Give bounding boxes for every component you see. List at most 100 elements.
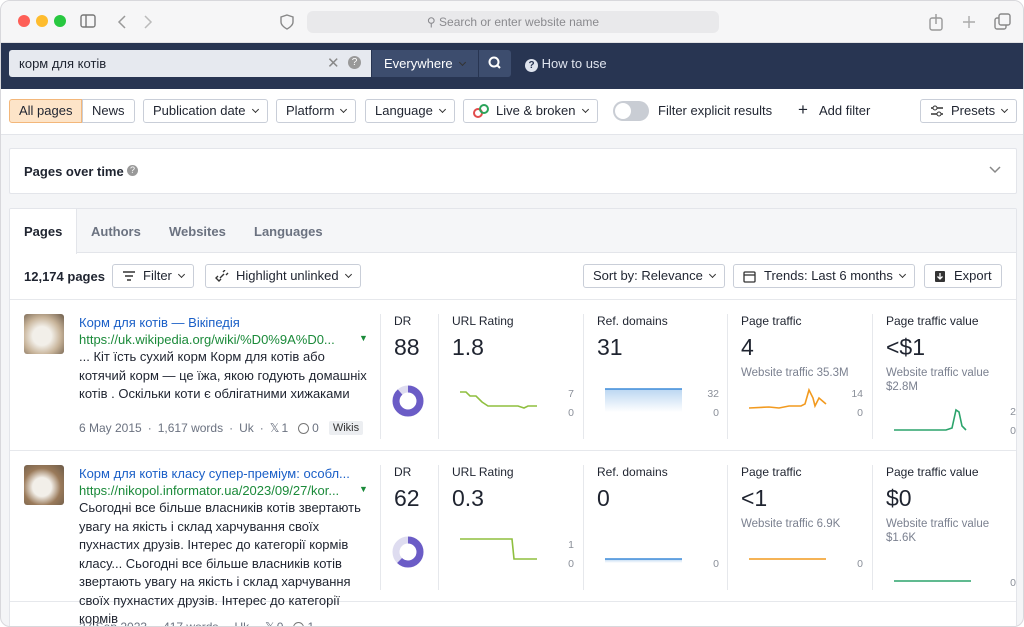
- sep: ·: [259, 421, 264, 435]
- results-card: Pages Authors Websites Languages 12,174 …: [9, 208, 1017, 627]
- export-button[interactable]: Export: [924, 264, 1002, 288]
- traffic-value-value: $0: [886, 485, 912, 511]
- dropdown-label: Publication date: [153, 103, 246, 118]
- page-traffic-value: <1: [741, 485, 768, 511]
- highlight-button[interactable]: Highlight unlinked: [205, 264, 361, 288]
- url-menu: ▼: [359, 484, 368, 494]
- url-rating-value: 1.8: [452, 334, 484, 360]
- metric-label: Page traffic: [741, 314, 802, 328]
- column-divider: [380, 465, 381, 590]
- language: Uk: [239, 421, 254, 435]
- language: Uk: [234, 620, 250, 627]
- how-to-use[interactable]: ? How to use: [525, 56, 607, 72]
- zoom-button[interactable]: [54, 15, 66, 27]
- filter-button[interactable]: Filter: [112, 264, 194, 288]
- traffic-value-value: <$1: [886, 334, 926, 360]
- axis-label: 0: [568, 407, 574, 419]
- ref-domains-value: 0: [597, 485, 610, 511]
- result-url[interactable]: https://nikopol.informator.ua/2023/09/27…: [79, 483, 340, 498]
- tab-bar: [10, 209, 1016, 253]
- x-icon: 𝕏: [265, 620, 275, 627]
- result-title[interactable]: Корм для котів класу супер-преміум: особ…: [79, 466, 350, 481]
- pinterest-count: 0: [312, 421, 319, 435]
- pinterest-icon: [293, 621, 305, 626]
- word-count: 1,617 words: [157, 421, 224, 435]
- axis-label: 2: [1010, 406, 1016, 418]
- date: 6 May 2015: [79, 421, 142, 435]
- sep: ·: [153, 620, 158, 627]
- axis-label: 0: [857, 558, 863, 570]
- column-divider: [438, 314, 439, 439]
- help-icon: ?: [127, 165, 138, 176]
- platform-dropdown[interactable]: Platform: [276, 99, 357, 123]
- result-url[interactable]: https://uk.wikipedia.org/wiki/%D0%9A%D0.…: [79, 332, 335, 347]
- metric-label: Page traffic value: [886, 465, 979, 479]
- axis-label: 14: [851, 388, 863, 400]
- help-icon[interactable]: ?: [348, 56, 361, 69]
- button-label: Filter: [143, 268, 172, 283]
- axis-label: 0: [1010, 425, 1016, 437]
- sparkline: [894, 580, 971, 582]
- search-input[interactable]: корм для котів ✕ ?: [9, 50, 371, 77]
- axis-label: 0: [713, 407, 719, 419]
- scope-dropdown[interactable]: Everywhere: [372, 50, 478, 77]
- pinterest-count: 1: [307, 620, 315, 627]
- clear-icon[interactable]: ✕: [327, 55, 340, 72]
- publication-date-dropdown[interactable]: Publication date: [143, 99, 268, 123]
- axis-label: 0: [568, 558, 574, 570]
- column-divider: [872, 465, 873, 590]
- website-traffic-value: Website traffic value $1.6K: [886, 518, 990, 544]
- button-label: Highlight unlinked: [236, 268, 339, 283]
- x-count: 0: [276, 620, 284, 627]
- metric-label: DR: [394, 465, 412, 479]
- axis-label: 7: [568, 388, 574, 400]
- donut-arc: [392, 385, 424, 417]
- language-dropdown[interactable]: Language: [365, 99, 455, 123]
- all-pages-tab[interactable]: All pages: [9, 99, 83, 123]
- search-button[interactable]: [479, 50, 511, 77]
- nav-icons[interactable]: [79, 13, 169, 31]
- tab[interactable]: Websites: [169, 224, 226, 239]
- metric-label: Ref. domains: [597, 314, 668, 328]
- sparkline: [749, 558, 826, 560]
- column-divider: [872, 314, 873, 439]
- pages-over-time-card[interactable]: Pages over time ?: [9, 148, 1017, 194]
- dropdown-label: Language: [375, 103, 433, 118]
- result-meta: 6 May 2015 · 1,617 words · Uk · 𝕏 1 0 Wikis: [79, 421, 364, 435]
- sort-dropdown[interactable]: Sort by: Relevance: [583, 264, 725, 288]
- close-button[interactable]: [18, 15, 30, 27]
- presets-dropdown[interactable]: Presets: [920, 99, 1018, 123]
- sparkline: [460, 538, 537, 560]
- trends-dropdown[interactable]: Trends: Last 6 months: [733, 264, 915, 288]
- filter-row: All pages News Publication date Platform…: [1, 89, 1023, 135]
- explicit-toggle[interactable]: [613, 101, 649, 121]
- tab-label: All pages: [19, 103, 73, 118]
- presets-label: Presets: [951, 103, 996, 118]
- snippet: Сьогодні все більше власників котів звер…: [79, 500, 361, 626]
- column-divider: [727, 465, 728, 590]
- expand-icon[interactable]: [988, 165, 1002, 175]
- browser-actions[interactable]: [927, 12, 1017, 32]
- address-bar[interactable]: ⚲ Search or enter website name: [307, 11, 719, 33]
- url-rating-value: 0.3: [452, 485, 484, 511]
- news-tab[interactable]: News: [82, 99, 135, 123]
- tab[interactable]: Pages: [24, 224, 63, 239]
- tag: Wikis: [328, 421, 364, 435]
- date: 27 Sep 2023: [79, 620, 148, 627]
- sparkline-line: [460, 391, 537, 409]
- result-row: Корм для котів — Вікіпедія https://uk.wik…: [10, 300, 1016, 451]
- minimize-button[interactable]: [36, 15, 48, 27]
- metric-label: Page traffic: [741, 465, 802, 479]
- sep: ·: [147, 421, 152, 435]
- website-traffic: Website traffic 6.9K: [741, 518, 841, 530]
- result-title[interactable]: Корм для котів — Вікіпедія: [79, 315, 240, 330]
- add-filter[interactable]: Add filter: [819, 103, 871, 118]
- axis-label: 0: [713, 558, 719, 570]
- tab[interactable]: Authors: [91, 224, 141, 239]
- snippet: ... Кіт їсть сухий корм Корм для котів а…: [79, 349, 367, 401]
- live-broken-dropdown[interactable]: Live & broken: [463, 99, 598, 123]
- button-label: Sort by: Relevance: [593, 268, 703, 283]
- tab[interactable]: Languages: [254, 224, 323, 239]
- column-divider: [380, 314, 381, 439]
- dr-donut: [392, 385, 424, 417]
